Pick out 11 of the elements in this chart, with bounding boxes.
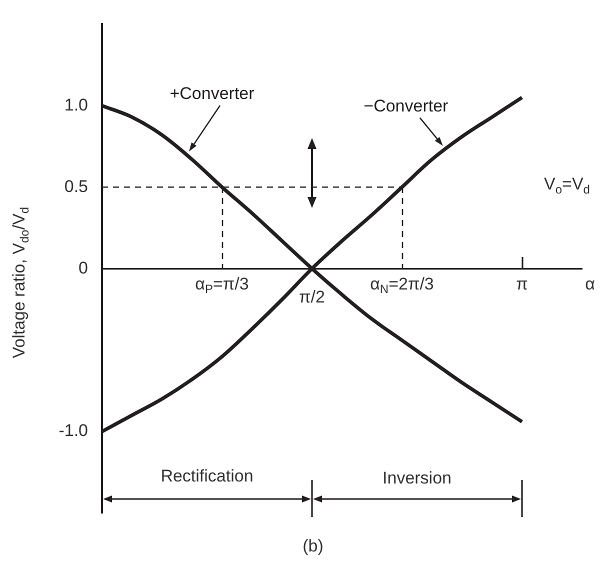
y-tick-label: -1.0 — [58, 421, 88, 440]
series-label: +Converter — [170, 84, 255, 104]
y-tick-label: 0.5 — [64, 176, 88, 196]
y-tick-label: 0 — [78, 258, 88, 278]
x-axis-title: α — [585, 274, 596, 294]
x-tick-label: π/2 — [299, 287, 325, 306]
y-axis-title: Voltage ratio, Vdo/Vd — [10, 206, 32, 358]
series-label: −Converter — [364, 96, 449, 116]
text: (b) — [302, 536, 324, 556]
y-tick-label: 1.0 — [64, 95, 88, 114]
x-tick-label: π — [516, 274, 528, 294]
